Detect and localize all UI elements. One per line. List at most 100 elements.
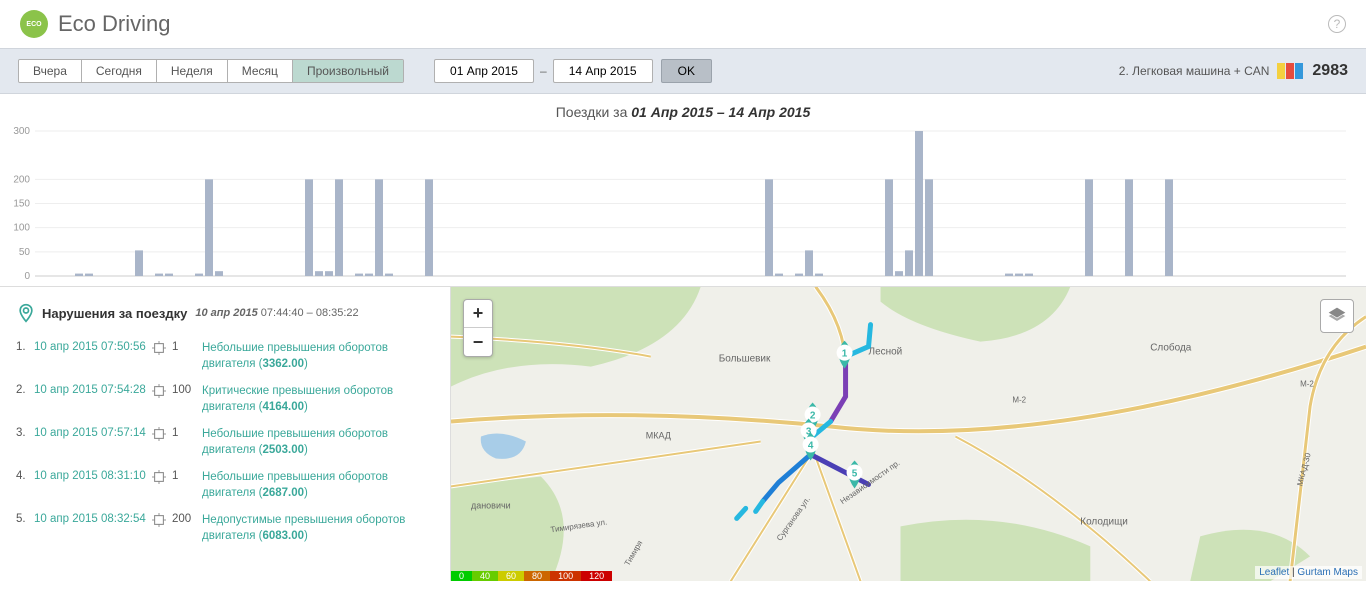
- chip-icon: [152, 427, 166, 441]
- chart-bar[interactable]: [85, 274, 93, 276]
- chart-bar[interactable]: [905, 250, 913, 276]
- vehicle-info: 2. Легковая машина + CAN 2983: [1119, 62, 1348, 80]
- violation-description[interactable]: Небольшие превышения оборотов двигателя …: [202, 341, 434, 372]
- svg-text:50: 50: [19, 247, 31, 258]
- chart-bar[interactable]: [1125, 179, 1133, 276]
- violation-row: 4. 10 апр 2015 08:31:10 1 Небольшие прев…: [16, 464, 434, 507]
- chart-bar[interactable]: [305, 179, 313, 276]
- violation-score: 100: [172, 384, 202, 396]
- violation-timestamp[interactable]: 10 апр 2015 07:50:56: [34, 341, 152, 353]
- toolbar: ВчераСегодняНеделяМесяцПроизвольный – OK…: [0, 48, 1366, 94]
- chart-bar[interactable]: [895, 271, 903, 276]
- map-label: дановичи: [471, 500, 511, 510]
- chart-bar[interactable]: [1165, 179, 1173, 276]
- violation-timestamp[interactable]: 10 апр 2015 08:32:54: [34, 513, 152, 525]
- status-badge: [1277, 63, 1285, 79]
- chart-bar[interactable]: [215, 271, 223, 276]
- svg-text:0: 0: [24, 271, 30, 282]
- violation-number: 2.: [16, 384, 34, 396]
- zoom-out-button[interactable]: −: [464, 328, 492, 356]
- help-icon[interactable]: ?: [1328, 15, 1346, 33]
- header: Eco Driving ?: [0, 0, 1366, 48]
- chip-icon: [152, 470, 166, 484]
- period-tabs: ВчераСегодняНеделяМесяцПроизвольный: [18, 59, 404, 83]
- layers-icon: [1327, 306, 1347, 326]
- chart-bar[interactable]: [75, 274, 83, 276]
- speed-legend: 0406080100120: [451, 571, 612, 581]
- map-panel[interactable]: 1 2 3 4 5 МКАДБольшевикЛеснойСлободаКоло…: [450, 287, 1366, 581]
- chart-bar[interactable]: [1005, 274, 1013, 276]
- svg-text:150: 150: [13, 199, 30, 210]
- chart-bar[interactable]: [775, 274, 783, 276]
- zoom-in-button[interactable]: +: [464, 300, 492, 328]
- chart-bar[interactable]: [795, 274, 803, 276]
- violation-row: 2. 10 апр 2015 07:54:28 100 Критические …: [16, 378, 434, 421]
- chart-bar[interactable]: [885, 179, 893, 276]
- eco-logo-icon: [20, 10, 48, 38]
- chart-bar[interactable]: [135, 250, 143, 276]
- tab-period-0[interactable]: Вчера: [19, 60, 82, 82]
- status-badge: [1286, 63, 1294, 79]
- legend-segment: 40: [472, 571, 498, 581]
- violation-description[interactable]: Недопустимые превышения оборотов двигате…: [202, 513, 434, 544]
- chart-bar[interactable]: [195, 274, 203, 276]
- violation-description[interactable]: Небольшие превышения оборотов двигателя …: [202, 470, 434, 501]
- chart-bar[interactable]: [315, 271, 323, 276]
- tab-period-3[interactable]: Месяц: [228, 60, 293, 82]
- chart-bar[interactable]: [915, 131, 923, 276]
- layers-button[interactable]: [1320, 299, 1354, 333]
- chart-bar[interactable]: [335, 179, 343, 276]
- chart-bar[interactable]: [1015, 274, 1023, 276]
- chart-bar[interactable]: [325, 271, 333, 276]
- chart-bar[interactable]: [1025, 274, 1033, 276]
- violations-time: 10 апр 2015 07:44:40 – 08:35:22: [195, 307, 358, 319]
- violation-number: 3.: [16, 427, 34, 439]
- violation-timestamp[interactable]: 10 апр 2015 08:31:10: [34, 470, 152, 482]
- violation-number: 5.: [16, 513, 34, 525]
- tab-period-4[interactable]: Произвольный: [293, 60, 403, 82]
- date-to-input[interactable]: [553, 59, 653, 83]
- gurtam-link[interactable]: Gurtam Maps: [1297, 567, 1358, 578]
- violation-timestamp[interactable]: 10 апр 2015 07:57:14: [34, 427, 152, 439]
- chart-bar[interactable]: [925, 179, 933, 276]
- vehicle-label: 2. Легковая машина + CAN: [1119, 64, 1270, 78]
- ok-button[interactable]: OK: [661, 59, 712, 83]
- chart-bar[interactable]: [815, 274, 823, 276]
- violation-timestamp[interactable]: 10 апр 2015 07:54:28: [34, 384, 152, 396]
- violation-number: 4.: [16, 470, 34, 482]
- violation-description[interactable]: Критические превышения оборотов двигател…: [202, 384, 434, 415]
- violation-row: 5. 10 апр 2015 08:32:54 200 Недопустимые…: [16, 507, 434, 550]
- legend-segment: 100: [550, 571, 581, 581]
- chart-bar[interactable]: [765, 179, 773, 276]
- chart-bar[interactable]: [155, 274, 163, 276]
- chart-bar[interactable]: [1085, 179, 1093, 276]
- chart-bar[interactable]: [365, 274, 373, 276]
- svg-text:5: 5: [852, 468, 858, 479]
- violation-score: 200: [172, 513, 202, 525]
- chart-bar[interactable]: [385, 274, 393, 276]
- chart-bar[interactable]: [425, 179, 433, 276]
- tab-period-1[interactable]: Сегодня: [82, 60, 157, 82]
- chart-bar[interactable]: [805, 250, 813, 276]
- leaflet-link[interactable]: Leaflet: [1259, 567, 1289, 578]
- vehicle-badges: [1277, 63, 1304, 79]
- violation-row: 1. 10 апр 2015 07:50:56 1 Небольшие прев…: [16, 335, 434, 378]
- chart-bar[interactable]: [165, 274, 173, 276]
- violation-description[interactable]: Небольшие превышения оборотов двигателя …: [202, 427, 434, 458]
- pin-icon: [16, 303, 36, 323]
- chip-icon: [152, 384, 166, 398]
- chart-bar[interactable]: [355, 274, 363, 276]
- map-attribution: Leaflet | Gurtam Maps: [1255, 566, 1362, 579]
- date-separator: –: [540, 64, 547, 78]
- vehicle-score: 2983: [1312, 62, 1348, 80]
- zoom-control: + −: [463, 299, 493, 357]
- tab-period-2[interactable]: Неделя: [157, 60, 228, 82]
- date-from-input[interactable]: [434, 59, 534, 83]
- trips-chart[interactable]: 050100150200300: [0, 126, 1366, 286]
- svg-text:100: 100: [13, 223, 30, 234]
- map-label: М-2: [1012, 396, 1026, 405]
- chart-bar[interactable]: [375, 179, 383, 276]
- violations-header: Нарушения за поездку 10 апр 2015 07:44:4…: [16, 303, 434, 323]
- legend-segment: 60: [498, 571, 524, 581]
- chart-bar[interactable]: [205, 179, 213, 276]
